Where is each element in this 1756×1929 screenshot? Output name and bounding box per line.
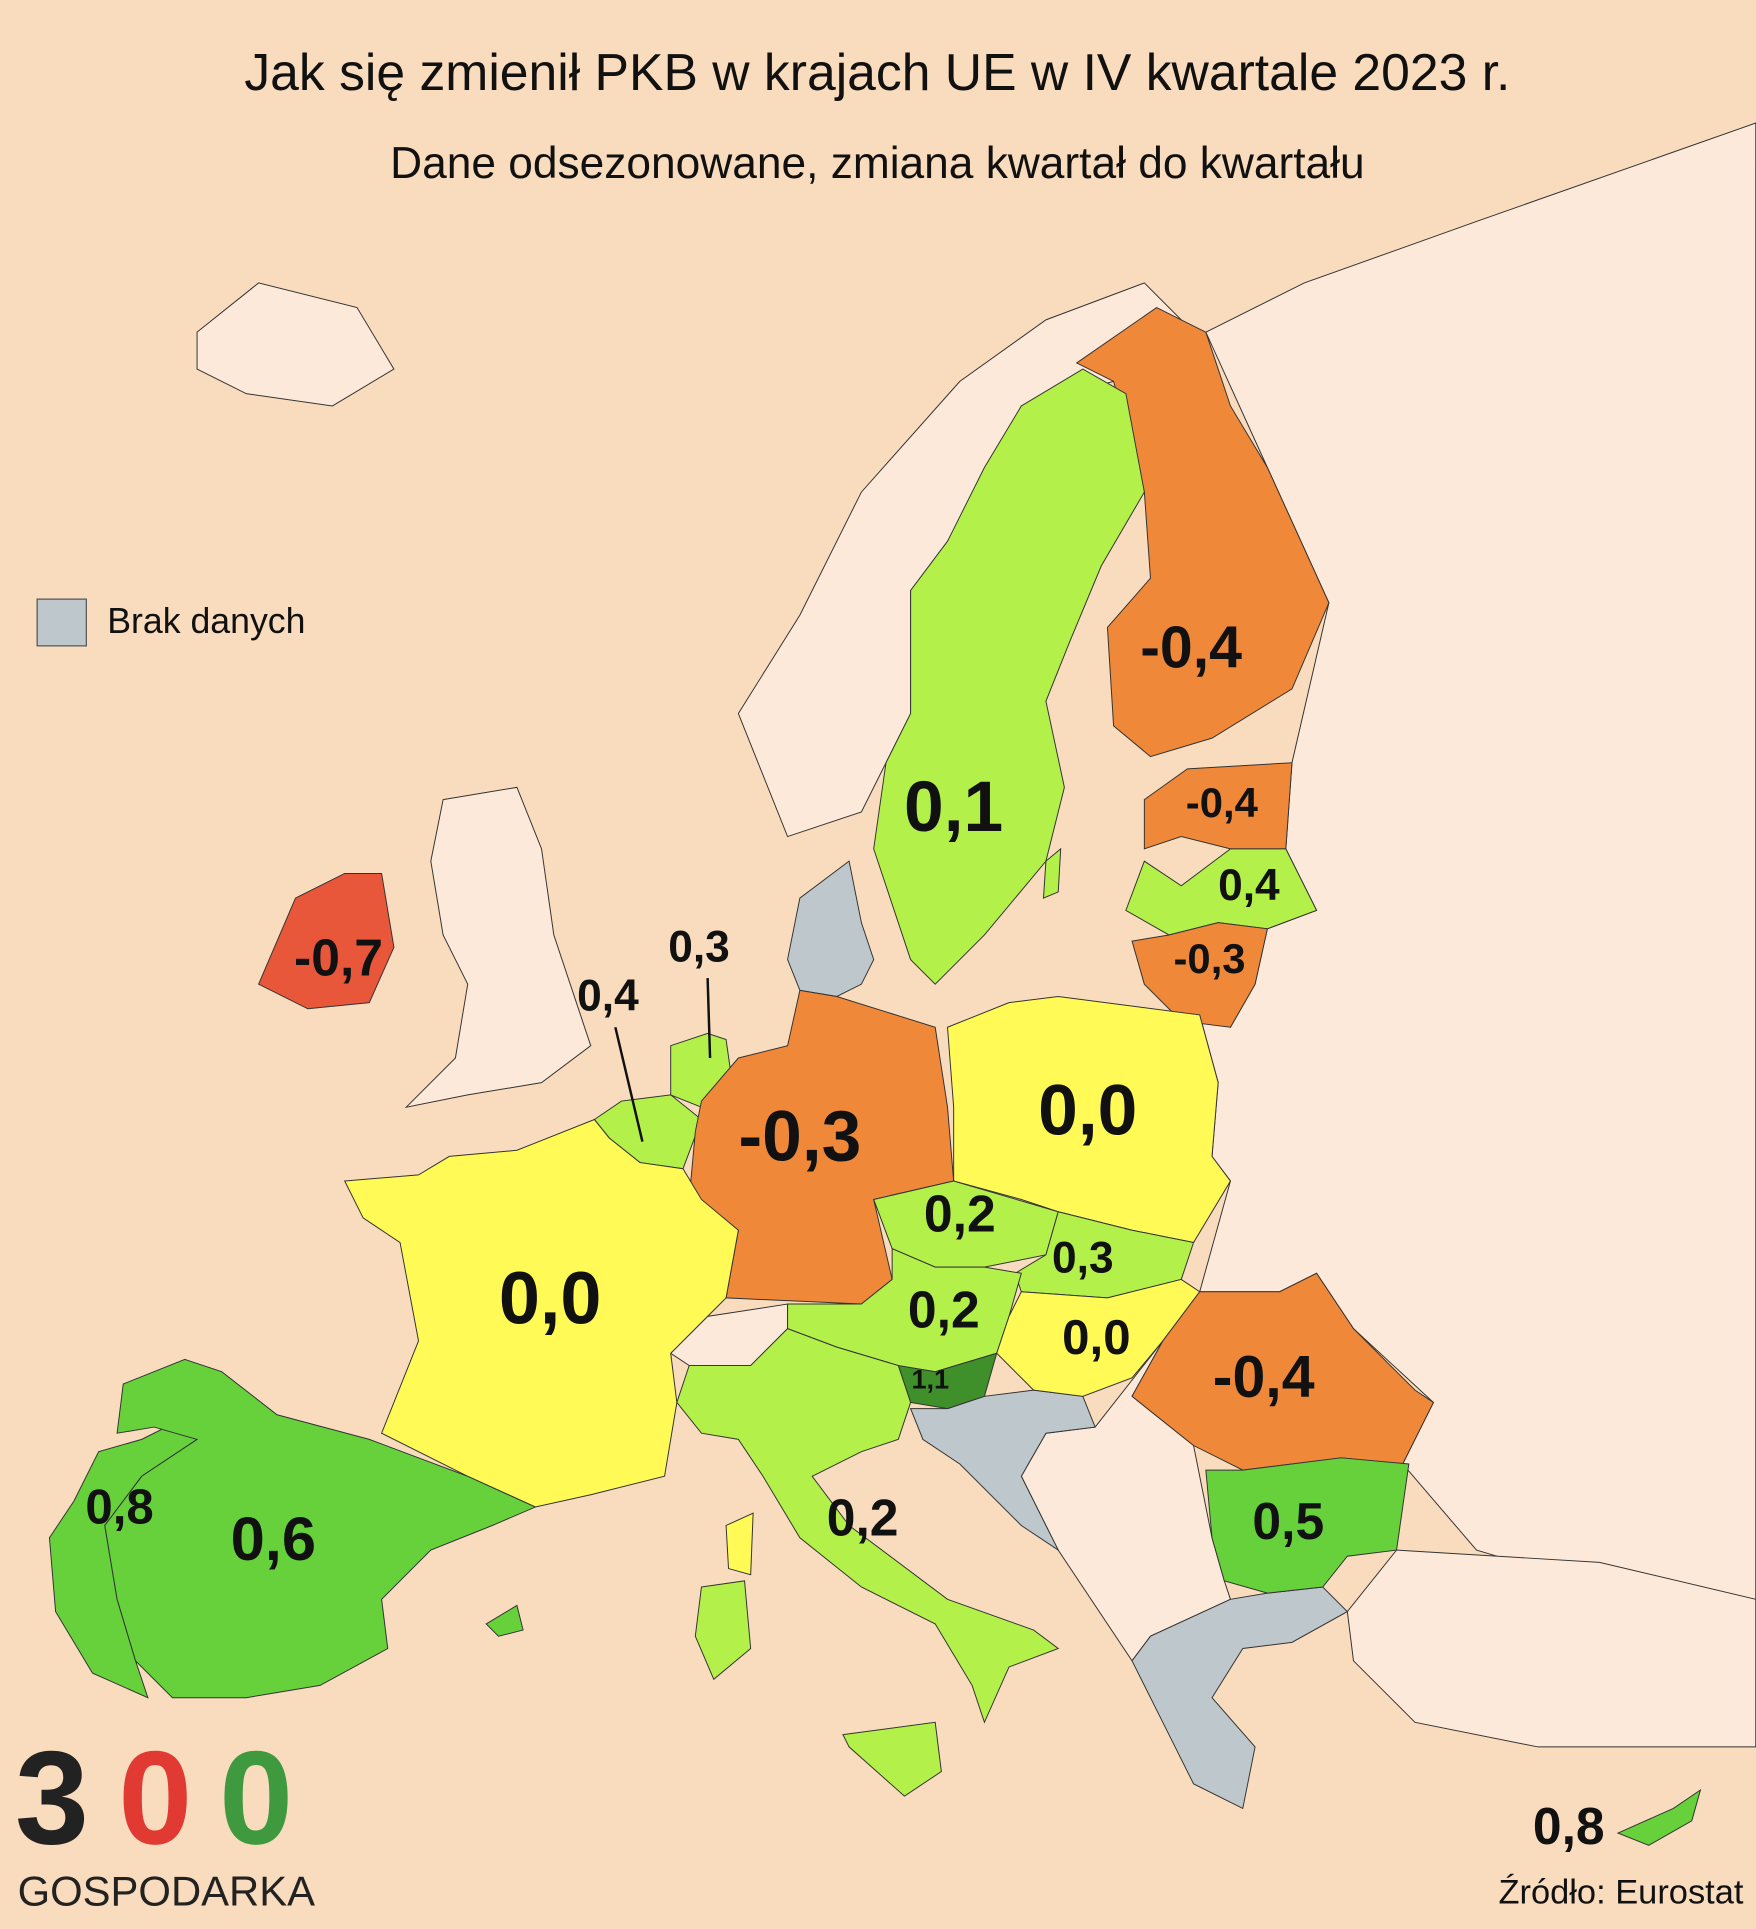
land [196,282,395,407]
country [343,1118,739,1508]
country [725,1512,754,1576]
value-label: 0,1 [904,767,1003,847]
value-label: 1,1 [911,1365,949,1395]
value-label: -0,4 [1213,1344,1315,1410]
value-label: -0,3 [1174,935,1246,982]
value-label: 0,0 [499,1257,602,1340]
value-label: -0,4 [1140,615,1242,681]
country [1205,1457,1410,1594]
legend-swatch [36,598,87,647]
country [1616,1788,1702,1846]
country [842,1721,942,1797]
value-label: 0,4 [1218,861,1280,910]
country [1042,847,1062,899]
country [104,1358,537,1699]
value-label: -0,3 [738,1096,861,1176]
logo-digit: 3 [15,1725,89,1873]
logo-name: GOSPODARKA [18,1868,316,1915]
labels: -0,4 0,1 -0,4 0,4 -0,3 -0,7 0,3 0,4 -0,3 0,0 0,2 0,… [85,615,1604,1856]
country [485,1604,524,1637]
value-label: 0,8 [1533,1797,1605,1855]
country [257,872,395,1010]
value-label: 0,4 [577,972,639,1021]
country [1131,922,1268,1028]
non-eu-land [196,122,1756,1748]
value-label: 0,3 [1052,1234,1114,1283]
subtitle: Dane odsezonowane, zmiana kwartał do kwa… [390,139,1364,188]
value-label: 0,3 [668,922,730,971]
value-label: 0,0 [1062,1310,1130,1365]
logo-digit: 0 [219,1725,293,1873]
country [1131,1272,1435,1471]
value-label: 0,5 [1252,1492,1324,1550]
country [873,368,1145,985]
land [404,786,592,1109]
leader-line [706,977,712,1059]
country [1075,306,1330,758]
value-label: 0,2 [827,1488,899,1546]
country [694,1580,752,1681]
value-label: 0,2 [908,1281,980,1339]
value-label: 0,0 [1038,1071,1137,1151]
regions [48,306,1702,1846]
value-label: 0,6 [231,1505,316,1574]
legend-label: Brak danych [107,601,305,641]
source: Źródło: Eurostat [1498,1873,1743,1912]
title: Jak się zmienił PKB w krajach UE w IV kw… [244,43,1510,101]
value-label: -0,7 [294,929,383,987]
leader-line [614,1026,644,1142]
logo-digit: 0 [118,1725,192,1873]
country [676,1328,1060,1724]
value-label: 0,8 [85,1480,153,1535]
value-label: 0,2 [924,1185,996,1243]
value-label: -0,4 [1186,779,1259,826]
